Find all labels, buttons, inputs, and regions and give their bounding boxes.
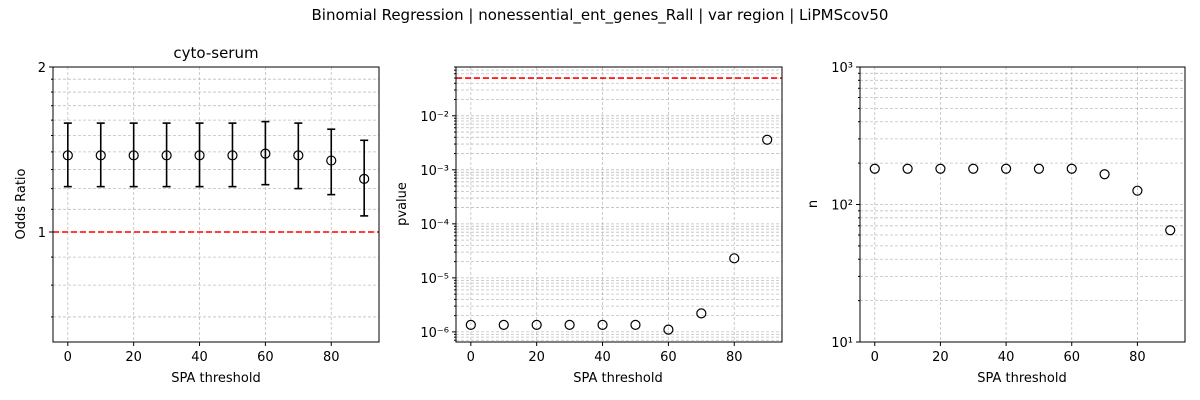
pvalue-data-point <box>498 319 509 330</box>
pvalue-data-point <box>531 319 542 330</box>
pvalue-grid <box>456 66 782 342</box>
odds-ratio-data-point <box>326 155 337 166</box>
n-grid <box>860 66 1185 343</box>
pvalue-xtick-label: 80 <box>726 350 743 365</box>
odds-ratio-ytick-label: 2 <box>38 61 46 76</box>
n-panel: SPA threshold n 0 20 40 60 80 10¹ 10² 10³ <box>806 61 1186 386</box>
pvalue-panel-ylabel: pvalue <box>395 182 410 226</box>
odds-ratio-xtick-label: 20 <box>125 350 142 365</box>
n-ytick-label: 10¹ <box>831 336 853 351</box>
odds-ratio-grid <box>53 66 379 342</box>
odds-ratio-panel-ylabel: Odds Ratio <box>14 168 29 239</box>
n-xtick-label: 80 <box>1129 350 1146 365</box>
pvalue-ytick-label: 10⁻⁴ <box>420 218 449 233</box>
n-xtick-label: 0 <box>871 350 879 365</box>
odds-ratio-xtick-label: 40 <box>191 350 208 365</box>
n-data-point <box>1099 169 1110 180</box>
pvalue-data-point <box>663 324 674 335</box>
n-data-point <box>869 163 880 174</box>
pvalue-data-point <box>630 319 641 330</box>
pvalue-xtick-label: 40 <box>594 350 611 365</box>
pvalue-ytick-label: 10⁻³ <box>420 164 449 179</box>
odds-ratio-data-point <box>293 150 304 161</box>
n-data-point <box>1000 163 1012 174</box>
n-data-point <box>968 163 979 174</box>
pvalue-data-point <box>696 308 707 319</box>
n-ytick-label: 10² <box>831 199 853 214</box>
pvalue-data-point <box>597 319 608 330</box>
pvalue-xtick-label: 0 <box>467 350 475 365</box>
n-data-point <box>1165 225 1176 236</box>
n-axes-frame <box>859 66 1186 343</box>
pvalue-data-point <box>465 319 476 330</box>
pvalue-data-point <box>564 319 575 330</box>
n-panel-xlabel: SPA threshold <box>977 371 1067 386</box>
pvalue-data-point <box>729 253 740 264</box>
n-ytick-label: 10³ <box>831 61 853 76</box>
n-data-point <box>1132 185 1143 196</box>
odds-ratio-data-point <box>161 150 172 161</box>
odds-ratio-xtick-label: 80 <box>323 350 340 365</box>
pvalue-ytick-label: 10⁻⁶ <box>420 326 449 341</box>
odds-ratio-panel-xlabel: SPA threshold <box>171 371 261 386</box>
pvalue-ytick-label: 10⁻² <box>420 110 449 125</box>
n-xtick-label: 20 <box>932 350 949 365</box>
n-data-point <box>935 163 946 174</box>
pvalue-ticks: 0 20 40 60 80 10⁻⁶ 10⁻⁵ 10⁻⁴ 10⁻³ 10⁻² <box>420 66 743 365</box>
pvalue-data-point <box>762 134 773 145</box>
odds-ratio-ticks: 0 20 40 60 80 1 2 <box>38 61 340 365</box>
pvalue-panel-xlabel: SPA threshold <box>573 371 663 386</box>
n-data-point <box>1033 163 1045 174</box>
odds-ratio-data-point <box>359 173 370 184</box>
odds-ratio-panel-title: cyto-serum <box>173 44 258 62</box>
odds-ratio-data-point <box>260 148 271 159</box>
figure-suptitle: Binomial Regression | nonessential_ent_g… <box>312 6 889 25</box>
pvalue-panel: SPA threshold pvalue 0 20 40 60 80 10⁻⁶ 10⁻⁵ 10… <box>395 66 783 386</box>
odds-ratio-axes-frame <box>52 66 380 343</box>
pvalue-xtick-label: 20 <box>528 350 545 365</box>
odds-ratio-panel: cyto-serum SPA threshold Odds Ratio 0 20 4… <box>14 44 380 386</box>
odds-ratio-ytick-label: 1 <box>38 226 46 241</box>
n-data-point <box>902 163 913 174</box>
pvalue-axes-frame <box>455 66 783 343</box>
n-ticks: 0 20 40 60 80 10¹ 10² 10³ <box>831 61 1145 365</box>
n-panel-ylabel: n <box>806 200 821 208</box>
odds-ratio-data-point <box>62 150 73 161</box>
odds-ratio-data-point <box>194 150 205 161</box>
odds-ratio-data-point <box>227 150 238 161</box>
n-data-point <box>1066 163 1077 174</box>
pvalue-xtick-label: 60 <box>660 350 677 365</box>
odds-ratio-data-point <box>95 150 106 161</box>
pvalue-ytick-label: 10⁻⁵ <box>420 272 449 287</box>
odds-ratio-xtick-label: 0 <box>64 350 72 365</box>
odds-ratio-data-point <box>128 150 139 161</box>
n-xtick-label: 60 <box>1063 350 1080 365</box>
odds-ratio-xtick-label: 60 <box>257 350 274 365</box>
n-xtick-label: 40 <box>998 350 1015 365</box>
